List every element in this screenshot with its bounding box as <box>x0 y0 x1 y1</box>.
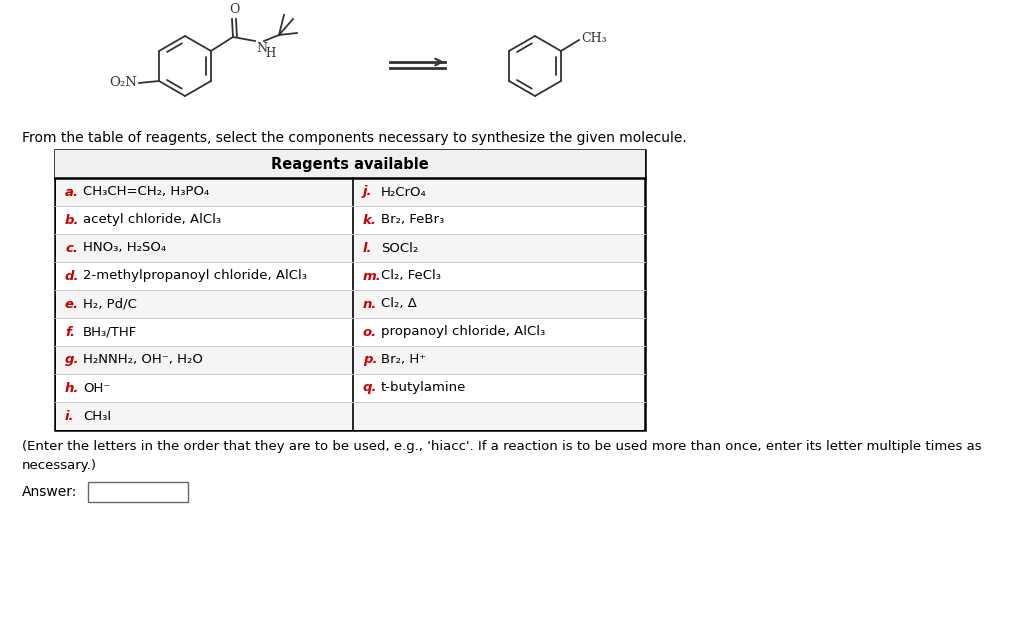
Text: OH⁻: OH⁻ <box>83 382 111 394</box>
Bar <box>56 318 644 346</box>
Bar <box>55 150 645 178</box>
Bar <box>56 290 644 318</box>
Text: c.: c. <box>65 242 78 254</box>
Bar <box>56 178 644 206</box>
Text: H₂NNH₂, OH⁻, H₂O: H₂NNH₂, OH⁻, H₂O <box>83 354 203 366</box>
Text: p.: p. <box>362 354 378 366</box>
Text: N: N <box>256 42 267 55</box>
Text: q.: q. <box>362 382 378 394</box>
Bar <box>56 234 644 262</box>
Text: l.: l. <box>362 242 373 254</box>
Bar <box>56 206 644 234</box>
Text: Answer:: Answer: <box>22 485 78 499</box>
Text: CH₃: CH₃ <box>581 32 606 45</box>
Text: m.: m. <box>362 270 382 282</box>
Text: k.: k. <box>362 214 377 226</box>
Bar <box>56 346 644 374</box>
Bar <box>56 374 644 402</box>
Text: SOCl₂: SOCl₂ <box>381 242 418 254</box>
Bar <box>55 150 645 430</box>
Text: acetyl chloride, AlCl₃: acetyl chloride, AlCl₃ <box>83 214 221 226</box>
Text: O: O <box>228 3 240 16</box>
Text: H: H <box>265 47 275 60</box>
Text: O₂N: O₂N <box>110 76 137 90</box>
Text: 2-methylpropanoyl chloride, AlCl₃: 2-methylpropanoyl chloride, AlCl₃ <box>83 270 307 282</box>
Text: (Enter the letters in the order that they are to be used, e.g., 'hiacc'. If a re: (Enter the letters in the order that the… <box>22 440 982 472</box>
Text: HNO₃, H₂SO₄: HNO₃, H₂SO₄ <box>83 242 166 254</box>
Text: n.: n. <box>362 298 377 310</box>
Bar <box>56 262 644 290</box>
Bar <box>56 402 644 430</box>
Text: CH₃I: CH₃I <box>83 410 112 422</box>
Text: d.: d. <box>65 270 80 282</box>
Text: i.: i. <box>65 410 75 422</box>
Text: Br₂, H⁺: Br₂, H⁺ <box>381 354 426 366</box>
Text: j.: j. <box>362 186 373 198</box>
Bar <box>88 482 188 502</box>
Text: h.: h. <box>65 382 80 394</box>
Text: o.: o. <box>362 326 377 338</box>
Text: t-butylamine: t-butylamine <box>381 382 466 394</box>
Text: Reagents available: Reagents available <box>271 156 429 172</box>
Text: H₂CrO₄: H₂CrO₄ <box>381 186 427 198</box>
Text: BH₃/THF: BH₃/THF <box>83 326 137 338</box>
Text: Cl₂, Δ: Cl₂, Δ <box>381 298 417 310</box>
Text: g.: g. <box>65 354 80 366</box>
Text: propanoyl chloride, AlCl₃: propanoyl chloride, AlCl₃ <box>381 326 545 338</box>
Text: f.: f. <box>65 326 75 338</box>
Text: CH₃CH=CH₂, H₃PO₄: CH₃CH=CH₂, H₃PO₄ <box>83 186 209 198</box>
Text: Cl₂, FeCl₃: Cl₂, FeCl₃ <box>381 270 441 282</box>
Text: b.: b. <box>65 214 80 226</box>
Text: e.: e. <box>65 298 79 310</box>
Text: Br₂, FeBr₃: Br₂, FeBr₃ <box>381 214 444 226</box>
Text: From the table of reagents, select the components necessary to synthesize the gi: From the table of reagents, select the c… <box>22 131 687 145</box>
Text: a.: a. <box>65 186 79 198</box>
Text: H₂, Pd/C: H₂, Pd/C <box>83 298 137 310</box>
